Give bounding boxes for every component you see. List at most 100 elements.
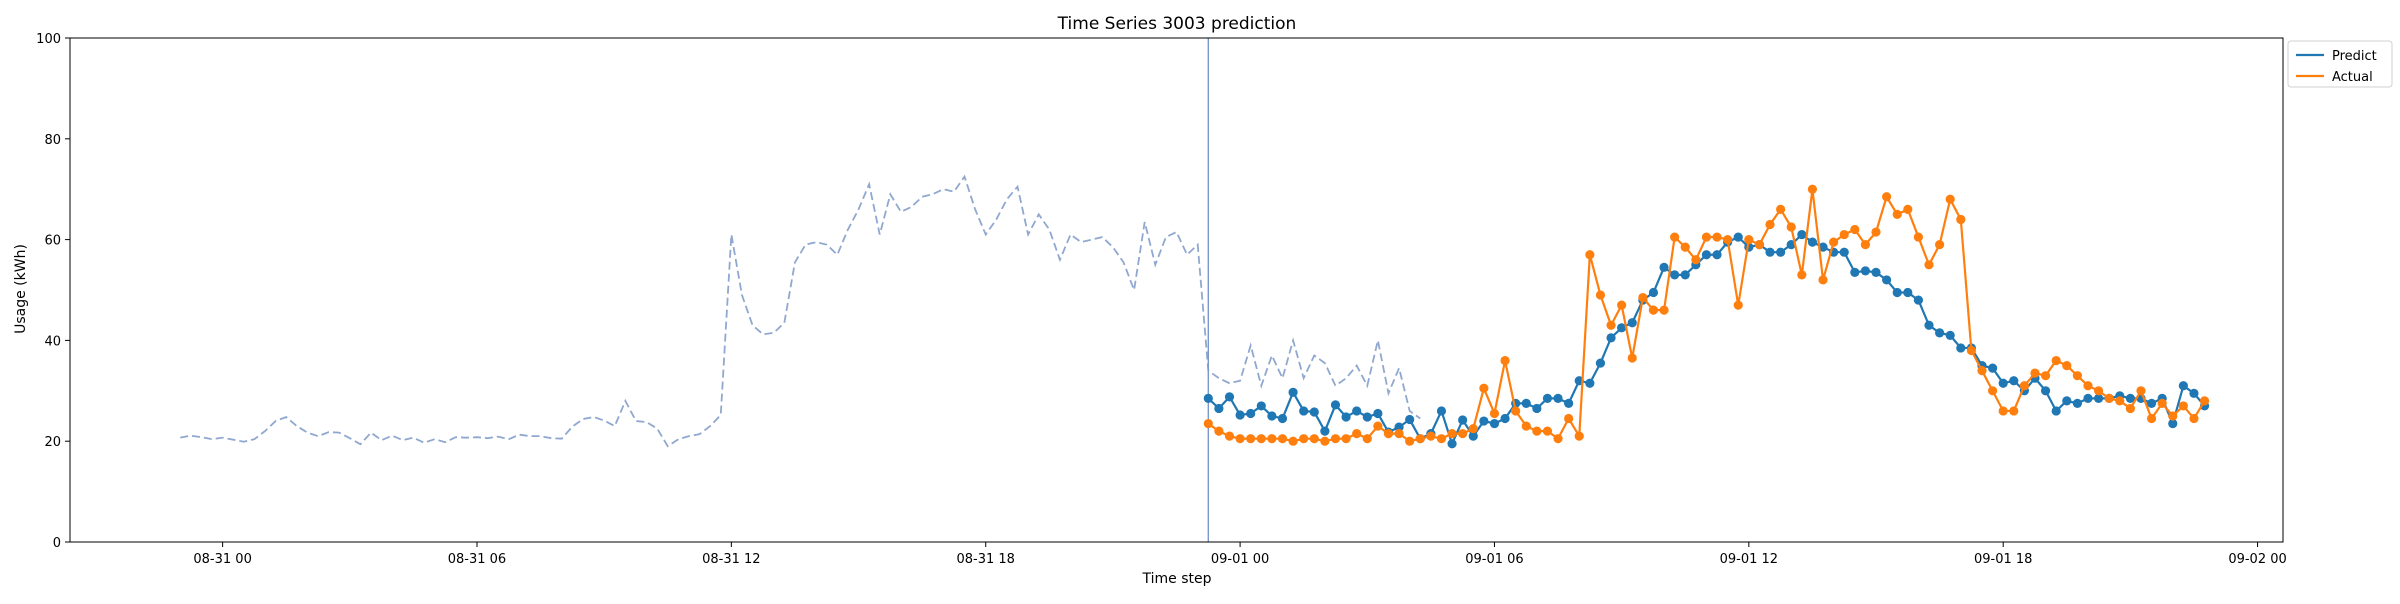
actual-point xyxy=(1723,235,1733,245)
predict-point xyxy=(1892,287,1902,298)
actual-point xyxy=(1320,436,1330,446)
predict-point xyxy=(1617,323,1627,333)
predict-point xyxy=(1585,378,1595,388)
actual-point xyxy=(1659,305,1669,315)
actual-point xyxy=(1447,429,1457,439)
actual-point xyxy=(1712,232,1722,242)
predict-point xyxy=(1606,333,1616,343)
predict-point xyxy=(1542,393,1553,403)
y-tick-label: 100 xyxy=(36,32,61,47)
predict-point xyxy=(1214,403,1224,414)
actual-point xyxy=(1309,434,1319,444)
actual-point xyxy=(1235,434,1245,444)
predict-point xyxy=(1680,270,1690,280)
actual-point xyxy=(1203,418,1213,429)
actual-point xyxy=(2072,371,2082,381)
y-tick-label: 0 xyxy=(53,536,61,551)
predict-point xyxy=(1352,406,1362,416)
actual-point xyxy=(1744,235,1754,245)
predict-point xyxy=(1701,250,1712,260)
predict-point xyxy=(1330,400,1341,410)
predict-point xyxy=(1659,262,1669,272)
x-tick-label: 08-31 12 xyxy=(702,552,760,567)
legend: Predict Actual xyxy=(2287,40,2393,88)
actual-point xyxy=(1839,229,1849,240)
actual-point xyxy=(2009,406,2019,416)
actual-point xyxy=(1617,300,1627,310)
actual-point xyxy=(1373,421,1383,431)
actual-point xyxy=(2178,401,2188,411)
actual-point xyxy=(1882,192,1892,202)
actual-point xyxy=(1924,260,1934,270)
predict-point xyxy=(1945,330,1955,340)
actual-point xyxy=(1966,345,1976,356)
actual-point xyxy=(1754,240,1765,250)
actual-point xyxy=(1733,300,1743,310)
predict-point xyxy=(1956,343,1966,353)
legend-label-predict: Predict xyxy=(2332,49,2377,64)
actual-point xyxy=(1500,355,1510,366)
predict-point xyxy=(2146,398,2157,408)
actual-point xyxy=(1998,406,2008,416)
predict-point xyxy=(2062,396,2072,406)
actual-point xyxy=(2199,396,2210,406)
actual-point xyxy=(1330,434,1341,444)
predict-point xyxy=(1447,439,1457,449)
actual-point xyxy=(2168,411,2178,421)
actual-point xyxy=(1532,426,1542,436)
actual-point xyxy=(1299,434,1309,444)
predict-point xyxy=(2189,388,2199,398)
actual-point xyxy=(2093,386,2104,396)
actual-point xyxy=(1383,429,1394,439)
actual-point xyxy=(2136,386,2146,396)
actual-point xyxy=(1511,406,1521,416)
actual-point xyxy=(1765,219,1775,230)
predict-point xyxy=(1277,413,1288,424)
predict-point xyxy=(1267,411,1277,421)
actual-point xyxy=(1680,242,1690,252)
actual-point xyxy=(1691,255,1701,265)
predict-point xyxy=(1807,237,1818,247)
actual-point xyxy=(1468,424,1478,434)
predict-point xyxy=(1903,287,1913,298)
predict-point xyxy=(1500,413,1510,424)
actual-point xyxy=(1786,222,1796,232)
actual-point xyxy=(1256,434,1266,444)
predict-point xyxy=(1913,295,1924,305)
actual-point xyxy=(1977,366,1987,376)
predict-point xyxy=(1564,398,1574,408)
predict-point xyxy=(2178,381,2188,391)
predict-point xyxy=(2009,376,2019,386)
predict-point xyxy=(1479,416,1489,426)
y-tick-label: 20 xyxy=(44,435,61,450)
actual-point xyxy=(1892,209,1902,219)
predict-point xyxy=(1553,393,1563,403)
y-tick-label: 60 xyxy=(44,234,61,249)
actual-point xyxy=(1521,421,1531,431)
actual-point xyxy=(1935,240,1945,250)
actual-point xyxy=(1776,204,1786,214)
predict-point xyxy=(1818,242,1828,252)
actual-point xyxy=(1818,275,1828,285)
actual-point xyxy=(1903,204,1913,214)
x-axis-label: Time step xyxy=(1142,571,1212,587)
predict-point xyxy=(2168,418,2178,429)
actual-point xyxy=(1585,250,1595,260)
actual-point xyxy=(1458,429,1468,439)
plot-frame xyxy=(69,37,2284,543)
predict-point xyxy=(1797,229,1807,240)
predict-point xyxy=(1394,422,1404,432)
actual-point xyxy=(1288,436,1298,446)
predict-point xyxy=(1489,418,1500,429)
x-tick-label: 09-01 06 xyxy=(1465,552,1523,567)
predict-point xyxy=(1224,392,1235,402)
predict-point xyxy=(1988,363,1998,373)
predict-point xyxy=(2072,398,2082,408)
predict-point xyxy=(1765,247,1775,257)
actual-point xyxy=(1595,290,1606,300)
predict-point xyxy=(1203,393,1213,403)
predict-point xyxy=(1288,387,1298,397)
predict-point xyxy=(1405,414,1415,425)
actual-point xyxy=(1638,292,1648,303)
